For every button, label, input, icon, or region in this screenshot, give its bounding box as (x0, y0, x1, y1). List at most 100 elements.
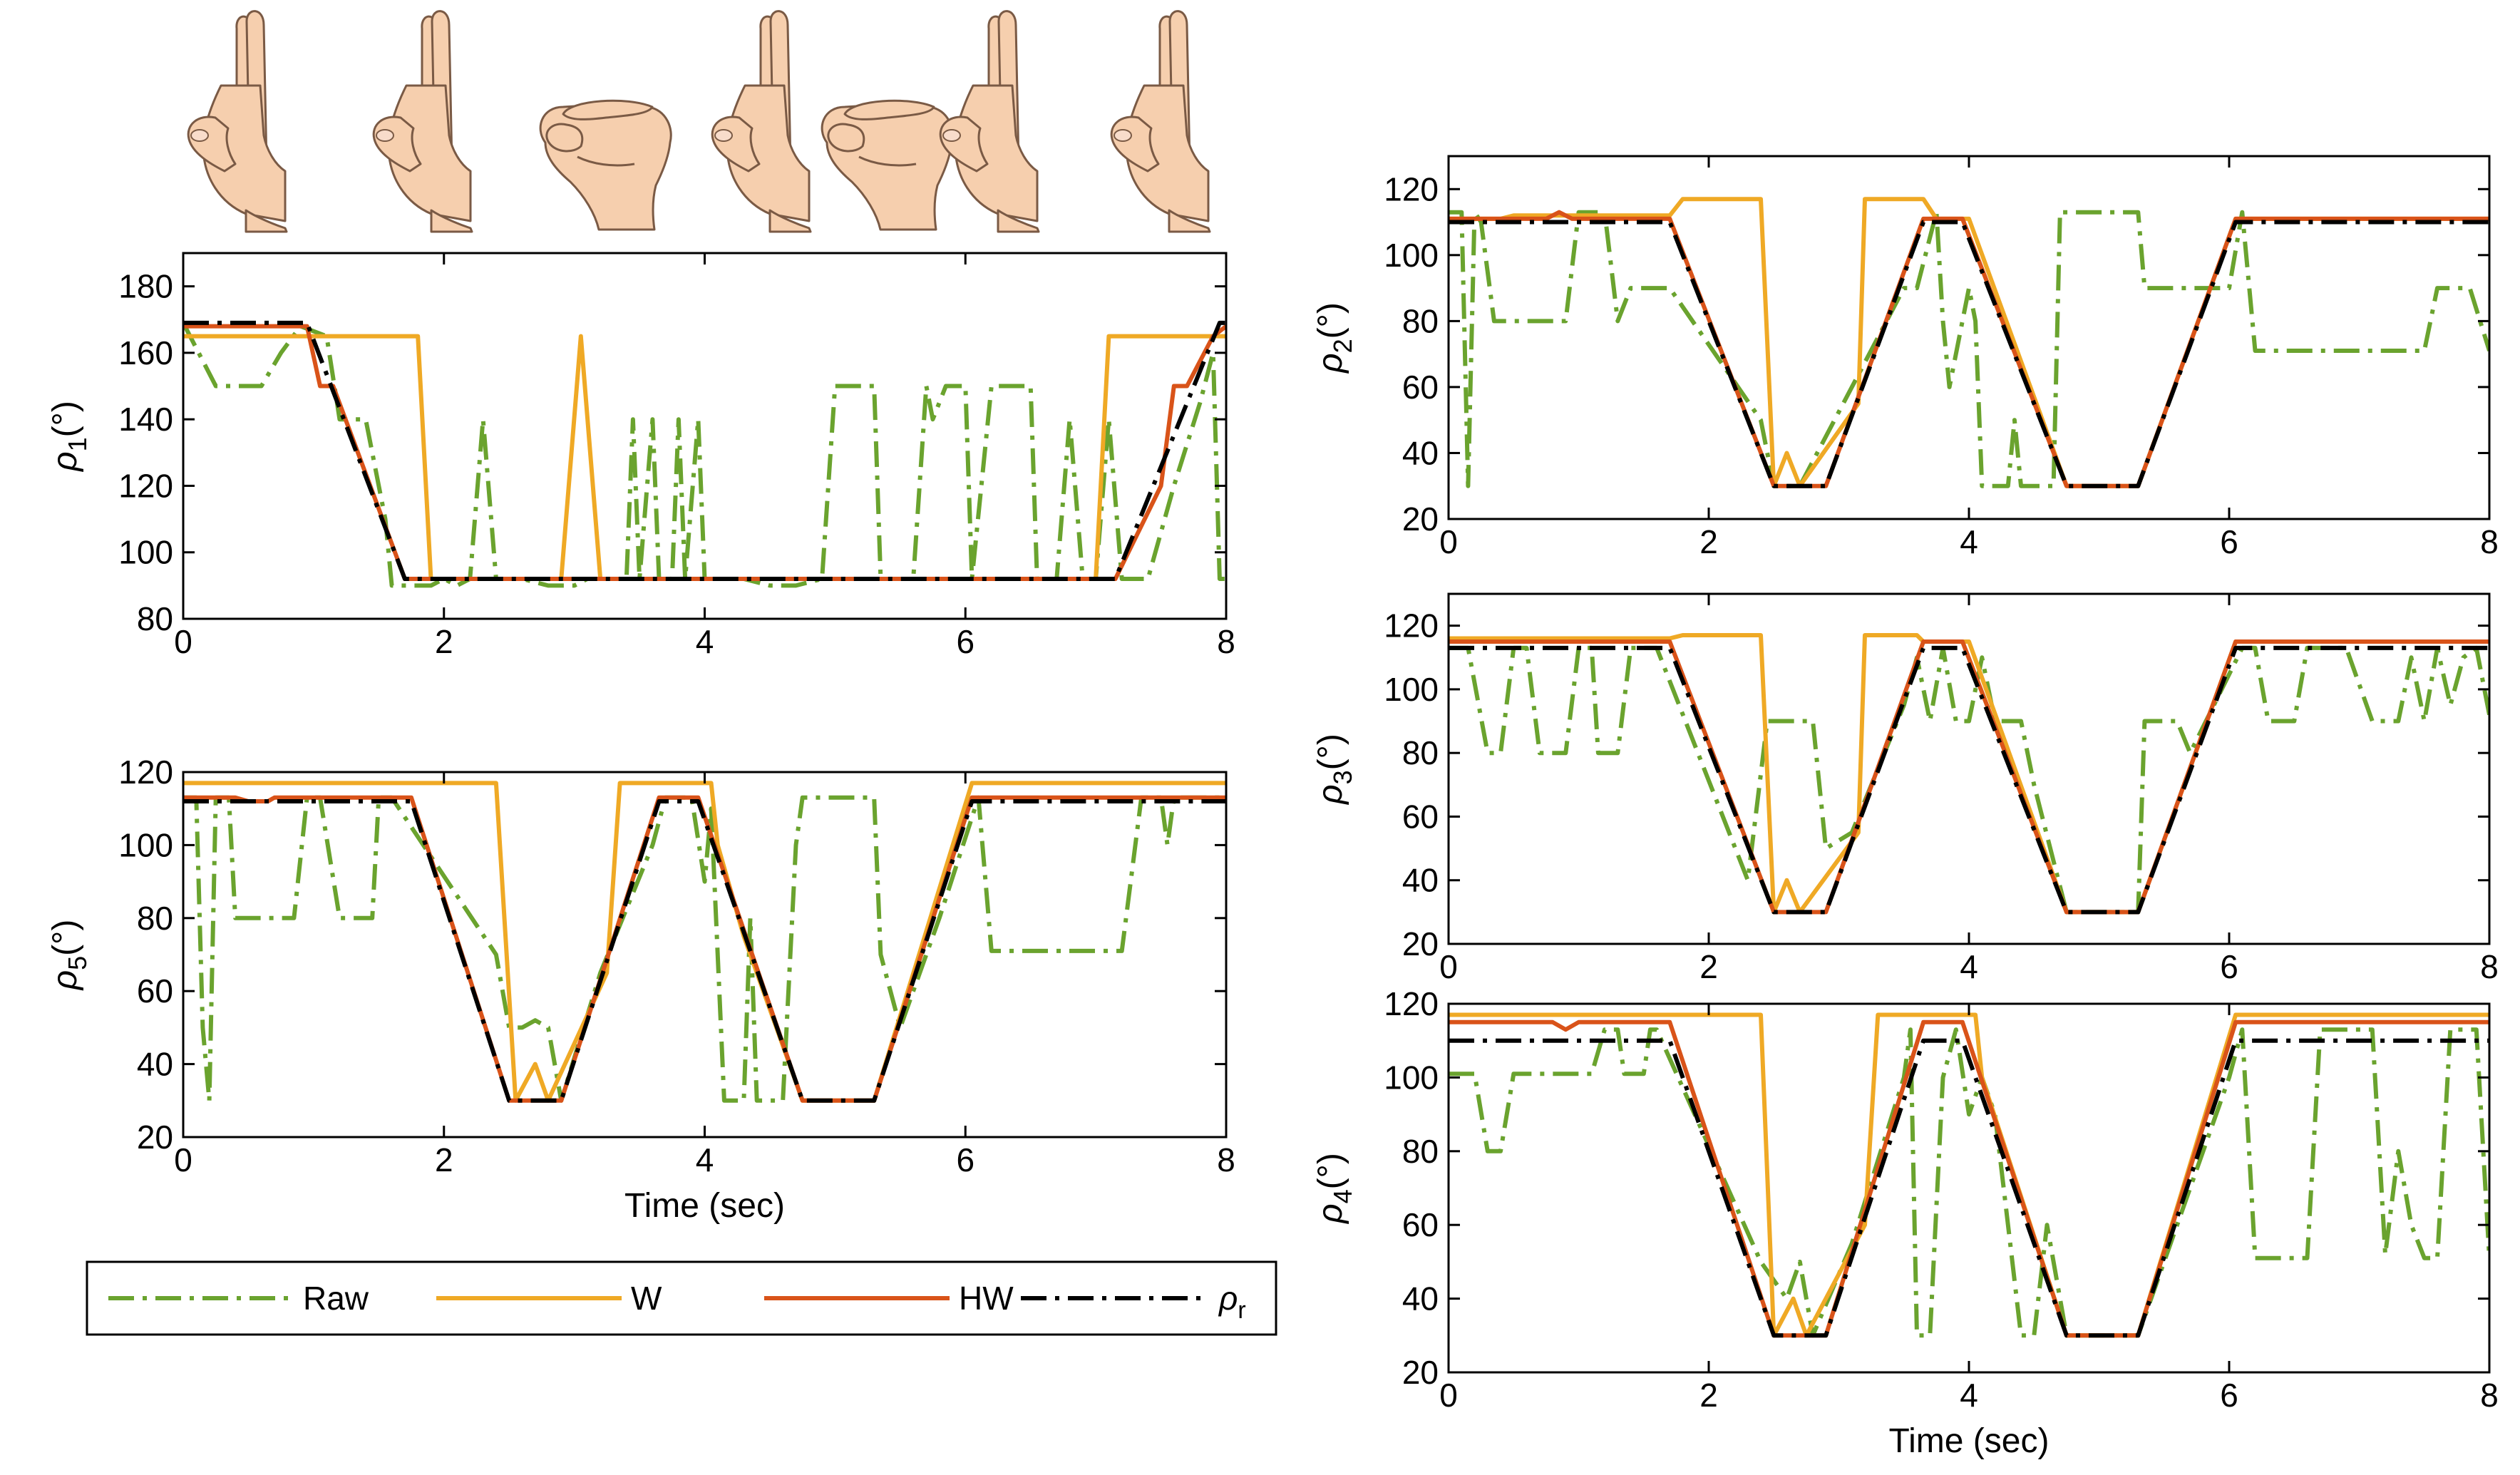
series-group (1449, 633, 2489, 915)
y-axis-label: ρ1(°) (46, 401, 92, 473)
y-tick-label: 180 (118, 268, 173, 305)
series-line-ref (1449, 645, 2489, 915)
y-tick-label: 60 (1402, 369, 1439, 406)
thumbnail-mark (714, 129, 733, 142)
y-tick-label: 20 (1402, 1354, 1439, 1391)
open-hand-icon (939, 10, 1040, 233)
x-axis-label: Time (sec) (624, 1187, 785, 1225)
y-tick-label: 60 (1402, 1206, 1439, 1243)
x-tick-label: 6 (2220, 948, 2238, 985)
series-line-w (183, 334, 1226, 581)
series-line-raw (183, 322, 1226, 588)
y-tick-label: 120 (1384, 607, 1439, 644)
x-tick-label: 6 (2220, 1377, 2238, 1414)
y-tick-label: 120 (1384, 985, 1439, 1022)
y-tick-label: 80 (1402, 302, 1439, 339)
thumbnail-mark (190, 129, 209, 142)
y-tick-label: 80 (1402, 734, 1439, 771)
chart-panel-p5: 0 2 4 6 8 20 40 60 80 100 120 ρ5(°) Time (sec) (46, 754, 1235, 1225)
y-tick-label: 60 (1402, 798, 1439, 835)
x-tick-label: 2 (1699, 1377, 1718, 1414)
series-group (183, 781, 1226, 1103)
x-tick-label: 2 (435, 1141, 453, 1178)
legend-label-ref: ρr (1218, 1280, 1246, 1324)
y-axis-label: ρ2(°) (1312, 302, 1357, 374)
x-tick-label: 0 (1439, 523, 1458, 560)
x-tick-label: 4 (696, 623, 714, 660)
y-tick-label: 100 (1384, 1059, 1439, 1096)
y-tick-label: 40 (1402, 862, 1439, 899)
y-tick-label: 120 (118, 754, 173, 791)
x-tick-label: 6 (956, 1141, 974, 1178)
series-line-ref (1449, 220, 2489, 488)
x-tick-label: 4 (1960, 523, 1978, 560)
y-axis-label: ρ5(°) (46, 920, 92, 992)
x-tick-label: 8 (2480, 523, 2499, 560)
series-line-ref (183, 320, 1226, 581)
fist-hand-icon (539, 99, 672, 231)
series-line-raw (1449, 1027, 2489, 1338)
x-tick-label: 0 (174, 623, 192, 660)
y-tick-label: 100 (118, 826, 173, 863)
y-tick-label: 100 (118, 534, 173, 571)
series-line-hw (183, 324, 1226, 581)
y-tick-label: 80 (137, 900, 173, 937)
x-tick-label: 6 (2220, 523, 2238, 560)
series-group (1449, 197, 2489, 488)
y-tick-label: 120 (118, 467, 173, 504)
x-tick-label: 8 (1217, 1141, 1235, 1178)
open-hand-icon (187, 10, 288, 233)
chart-panel-p4: 0 2 4 6 8 20 40 60 80 100 120 ρ4(°) Time (sec) (1312, 985, 2499, 1460)
y-axis-label: ρ3(°) (1312, 734, 1357, 806)
y-tick-label: 40 (1402, 434, 1439, 471)
legend-label-raw: Raw (303, 1280, 369, 1317)
y-tick-label: 120 (1384, 170, 1439, 207)
plot-area (183, 253, 1226, 619)
thumbnail-mark (1114, 129, 1132, 142)
series-group (183, 320, 1226, 588)
x-tick-label: 4 (1960, 1377, 1978, 1414)
y-tick-label: 160 (118, 334, 173, 371)
y-tick-label: 140 (118, 401, 173, 438)
open-hand-icon (711, 10, 812, 233)
x-tick-label: 2 (435, 623, 453, 660)
x-tick-label: 8 (2480, 1377, 2499, 1414)
x-tick-label: 2 (1699, 523, 1718, 560)
chart-panel-p2: 0 2 4 6 8 20 40 60 80 100 120 ρ2(°) (1312, 155, 2499, 560)
x-axis-label: Time (sec) (1889, 1422, 2050, 1460)
x-tick-label: 0 (174, 1141, 192, 1178)
x-tick-label: 0 (1439, 948, 1458, 985)
series-line-raw (1449, 210, 2489, 488)
series-group (1449, 1012, 2489, 1338)
plot-area (1449, 156, 2489, 519)
y-tick-label: 20 (1402, 500, 1439, 538)
plot-area (1449, 594, 2489, 944)
y-tick-label: 80 (137, 600, 173, 637)
y-tick-label: 100 (1384, 237, 1439, 274)
y-tick-label: 80 (1402, 1133, 1439, 1170)
x-tick-label: 6 (956, 623, 974, 660)
x-tick-label: 8 (2480, 948, 2499, 985)
plot-area (183, 772, 1226, 1137)
y-axis-label: ρ4(°) (1312, 1153, 1357, 1225)
thumbnail-mark (376, 129, 394, 142)
x-tick-label: 8 (1217, 623, 1235, 660)
chart-panel-p1: 0 2 4 6 8 80 100 120 140 160 180 ρ1(°) (46, 252, 1235, 660)
open-hand-icon (1110, 10, 1211, 233)
y-tick-label: 40 (1402, 1280, 1439, 1317)
x-tick-label: 0 (1439, 1377, 1458, 1414)
legend-label-hw: HW (959, 1280, 1014, 1317)
thumbnail-mark (942, 129, 961, 142)
series-line-ref (1449, 1038, 2489, 1338)
y-tick-label: 20 (137, 1119, 173, 1156)
y-tick-label: 60 (137, 972, 173, 1009)
open-hand-icon (372, 10, 473, 233)
y-tick-label: 100 (1384, 671, 1439, 708)
legend-label-w: W (631, 1280, 662, 1317)
series-line-ref (183, 799, 1226, 1103)
fist-hand-icon (821, 99, 954, 231)
chart-panel-p3: 0 2 4 6 8 20 40 60 80 100 120 ρ3(°) (1312, 592, 2499, 985)
gesture-strip (187, 10, 1211, 233)
